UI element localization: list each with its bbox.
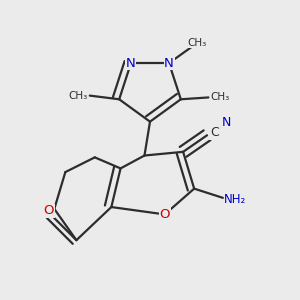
Text: CH₃: CH₃ xyxy=(69,91,88,100)
Text: O: O xyxy=(44,204,54,217)
Text: CH₃: CH₃ xyxy=(210,92,230,102)
Text: N: N xyxy=(164,57,174,70)
Text: N: N xyxy=(126,57,136,70)
Text: O: O xyxy=(160,208,170,221)
Text: CH₃: CH₃ xyxy=(187,38,206,48)
Text: C: C xyxy=(210,126,219,139)
Text: N: N xyxy=(222,116,231,129)
Text: NH₂: NH₂ xyxy=(224,193,247,206)
